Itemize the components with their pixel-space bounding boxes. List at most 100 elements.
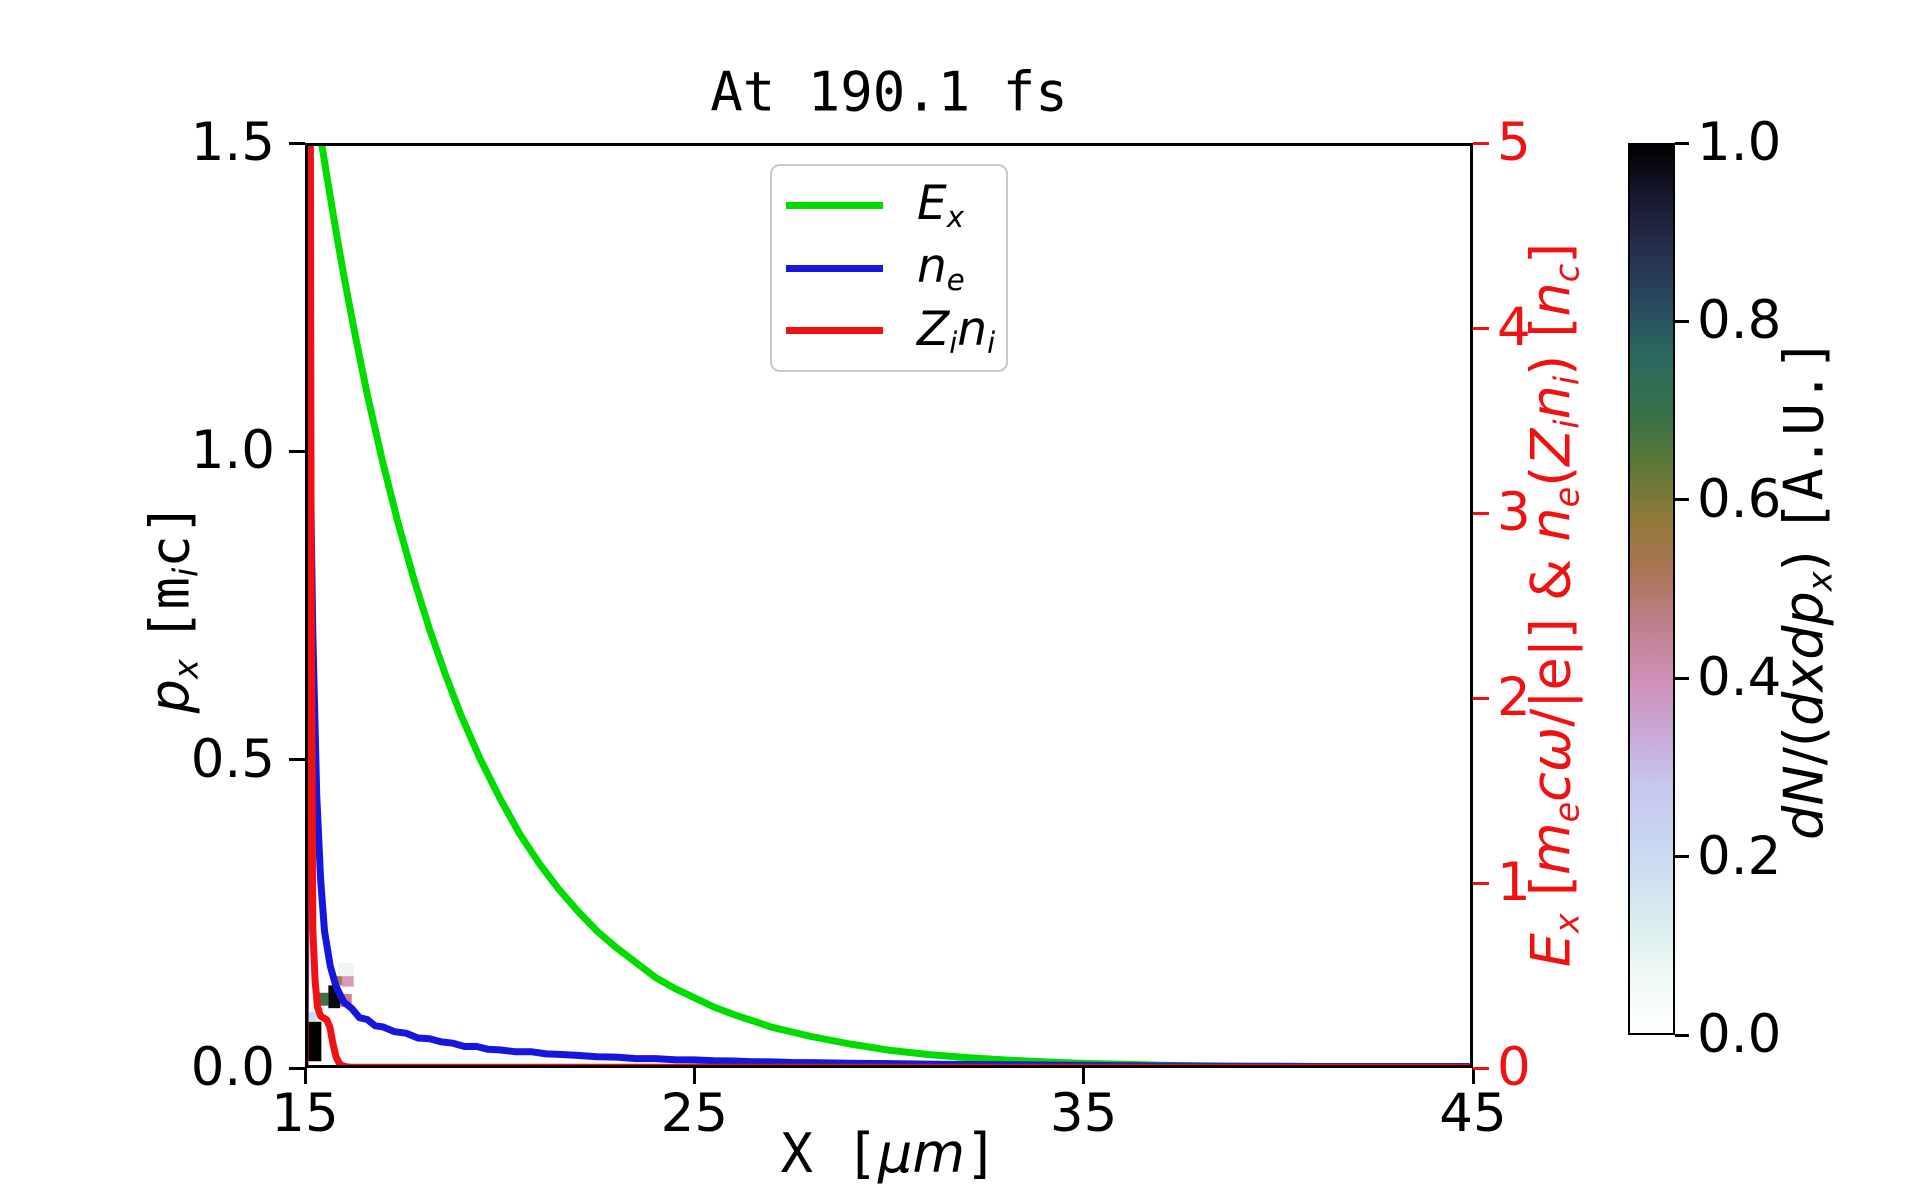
text-segment: cω xyxy=(1519,726,1583,802)
text-segment: n xyxy=(917,238,947,294)
colorbar-tick-label: 0.4 xyxy=(1697,647,1782,709)
legend-entry-E_x: Ex xyxy=(786,174,1006,237)
text-segment: m xyxy=(1519,822,1583,876)
right-y-axis-label: Ex [mecω/|e|] & ne(Zini) [nc] xyxy=(1519,243,1586,967)
text-segment: [A.U.] xyxy=(1772,338,1836,534)
legend-entry-n_e: ne xyxy=(786,237,1006,300)
text-segment: n xyxy=(1519,282,1583,317)
x-tick-label: 35 xyxy=(1049,1083,1118,1144)
text-segment: i xyxy=(1547,419,1587,429)
right-y-tick-mark xyxy=(1473,326,1489,330)
text-segment: e xyxy=(1547,801,1587,823)
heatmap-cell xyxy=(334,976,342,986)
x-tick-mark xyxy=(1082,1068,1086,1084)
right-y-tick-label: 1 xyxy=(1497,852,1531,913)
heatmap-cell xyxy=(306,1011,317,1022)
legend-label: Ex xyxy=(917,176,964,234)
text-segment: c xyxy=(1547,263,1587,283)
text-segment: i xyxy=(166,567,206,578)
legend-line-sample xyxy=(786,264,883,272)
colorbar-tick-mark xyxy=(1675,676,1689,680)
text-segment: dN xyxy=(1772,765,1836,840)
colorbar-tick-mark xyxy=(1675,141,1689,145)
text-segment: /|e|] & xyxy=(1519,541,1583,727)
series-E_x xyxy=(317,143,1473,1068)
legend-label: Zini xyxy=(917,302,995,360)
left-y-tick-mark xyxy=(289,758,305,762)
text-segment: n xyxy=(1519,507,1583,542)
text-segment: x xyxy=(1547,913,1587,934)
left-y-tick-mark xyxy=(289,1066,305,1070)
heatmap-cell xyxy=(338,963,354,977)
plot-canvas xyxy=(305,143,1473,1068)
x-tick-label: 25 xyxy=(660,1083,729,1144)
legend-line-sample xyxy=(786,327,883,335)
series-n_e xyxy=(305,417,1473,1068)
text-segment: [ xyxy=(1519,875,1583,914)
colorbar-tick-label: 0.0 xyxy=(1697,1004,1782,1065)
right-y-tick-mark xyxy=(1473,511,1489,515)
text-segment: Z xyxy=(917,301,950,357)
x-tick-label: 45 xyxy=(1439,1083,1507,1144)
text-segment: i xyxy=(1547,375,1587,386)
plot-area xyxy=(305,143,1473,1068)
text-segment: x xyxy=(166,659,206,680)
x-axis-label: X [μm] xyxy=(780,1122,997,1185)
text-segment: ] xyxy=(1519,242,1583,264)
left-y-tick-label: 1.5 xyxy=(190,112,275,173)
colorbar-tick-mark xyxy=(1675,319,1689,323)
right-y-tick-label: 5 xyxy=(1497,112,1531,173)
right-y-tick-mark xyxy=(1473,696,1489,700)
legend: Ex ne Zini xyxy=(770,164,1008,372)
colorbar xyxy=(1628,143,1675,1035)
colorbar-tick-label: 0.6 xyxy=(1697,468,1782,530)
x-tick-mark xyxy=(303,1068,307,1084)
right-y-tick-label: 2 xyxy=(1497,667,1531,728)
text-segment: X [ xyxy=(780,1122,879,1185)
left-y-axis-label: px [mic] xyxy=(138,503,205,714)
left-y-tick-label: 0.5 xyxy=(190,728,275,790)
plot-frame xyxy=(305,143,1473,1068)
text-segment: ) [ xyxy=(1519,316,1583,376)
text-segment: ( xyxy=(1519,465,1583,487)
legend-line-sample xyxy=(786,201,883,209)
colorbar-tick-label: 0.8 xyxy=(1697,290,1782,352)
legend-entry-Z_i n_i: Zini xyxy=(786,299,1006,362)
left-y-tick-label: 1.0 xyxy=(190,420,275,482)
x-tick-label: 15 xyxy=(271,1083,339,1144)
text-segment: ) xyxy=(1772,550,1836,572)
text-segment: i xyxy=(987,325,996,360)
text-segment xyxy=(1772,533,1835,550)
right-y-tick-mark xyxy=(1473,1066,1489,1070)
text-segment: n xyxy=(957,301,988,357)
right-y-tick-label: 3 xyxy=(1497,482,1531,543)
text-segment xyxy=(138,642,201,659)
left-y-tick-label: 0.0 xyxy=(190,1037,275,1098)
right-y-tick-mark xyxy=(1473,881,1489,885)
text-segment: x xyxy=(1800,571,1840,592)
text-segment: n xyxy=(1519,385,1583,420)
text-segment: /( xyxy=(1772,726,1836,766)
x-tick-mark xyxy=(692,1068,696,1084)
legend-label: ne xyxy=(917,239,965,297)
text-segment: Z xyxy=(1519,428,1583,466)
heatmap-cell xyxy=(341,976,354,987)
right-y-tick-mark xyxy=(1473,141,1489,145)
text-segment: i xyxy=(949,325,958,360)
colorbar-tick-label: 1.0 xyxy=(1697,112,1782,173)
text-segment: p xyxy=(138,679,202,714)
heatmap-cell xyxy=(306,1021,322,1062)
text-segment: e xyxy=(1547,486,1587,508)
text-segment: e xyxy=(946,263,965,298)
colorbar-tick-mark xyxy=(1675,855,1689,859)
text-segment: ] xyxy=(965,1122,998,1185)
left-y-tick-mark xyxy=(289,141,305,145)
text-segment: E xyxy=(1519,933,1583,968)
colorbar-tick-mark xyxy=(1675,498,1689,502)
text-segment: dxdp xyxy=(1772,591,1836,726)
heatmap-cell xyxy=(328,985,341,1009)
right-y-tick-label: 0 xyxy=(1497,1037,1531,1098)
text-segment: [m xyxy=(138,577,202,643)
colorbar-label: dN/(dxdpx) [A.U.] xyxy=(1772,338,1839,840)
